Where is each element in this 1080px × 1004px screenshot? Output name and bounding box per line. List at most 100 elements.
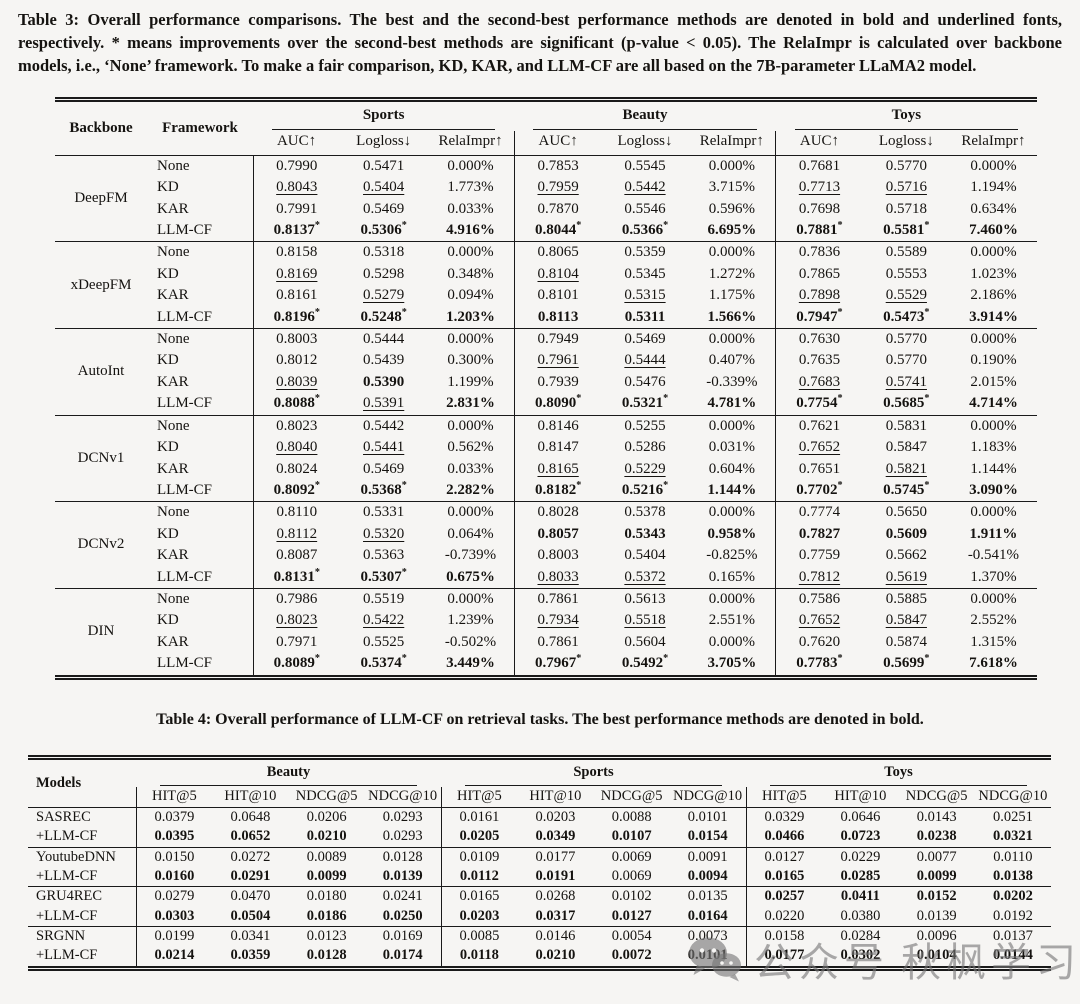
table-cell: 1.911% xyxy=(969,525,1018,542)
table-cell: 2.551% xyxy=(708,612,755,629)
table-cell: 0.5469 xyxy=(363,460,405,477)
table-cell: 0.7934 xyxy=(513,610,602,632)
table-cell: 0.7713 xyxy=(775,177,863,199)
table-cell: 0.7836 xyxy=(775,241,863,264)
table-cell: 0.0302 xyxy=(840,947,881,964)
table-cell: 0.5286 xyxy=(624,439,666,456)
t3-framework-cell: KAR xyxy=(157,200,189,217)
table-cell: 0.7651 xyxy=(775,458,863,480)
table-cell: 0.0293 xyxy=(364,827,441,848)
table-row: LLM-CF 0.8131* 0.5307* 0.675% 0.8033 0.5372 0.… xyxy=(55,566,1037,589)
table-cell: 0.0210 xyxy=(535,947,576,964)
table-cell: 0.0251 xyxy=(992,809,1033,826)
table-cell: 0.000% xyxy=(970,244,1017,261)
table-cell: 0.7898 xyxy=(775,285,863,307)
table-cell: 0.7774 xyxy=(775,501,863,524)
table-cell: 0.5331 xyxy=(363,504,405,521)
table3-caption: Table 3: Overall performance comparisons… xyxy=(18,10,1062,75)
table4-grid: Models Beauty Sports Toys HIT@5 HIT@10 NDCG@5 N… xyxy=(28,754,1051,971)
table-cell: 0.0203 xyxy=(440,906,518,927)
table-cell: 0.5391 xyxy=(340,393,428,416)
table-cell: 0.8039 xyxy=(252,371,341,394)
table-row: LLM-CF 0.8092* 0.5368* 2.282% 0.8182* 0.5216*… xyxy=(55,479,1037,503)
t3-backbone-cell: AutoInt xyxy=(55,328,147,416)
table-cell: 0.0161 xyxy=(440,807,518,828)
table-cell: 1.272% xyxy=(708,265,755,282)
table-cell: 0.0107 xyxy=(593,827,670,848)
table-cell: 0.7754* xyxy=(775,393,863,416)
t3-metric-header: RelaImpr↑ xyxy=(949,131,1037,156)
table-cell: 0.0139 xyxy=(364,867,441,888)
table-cell: 0.5320 xyxy=(363,525,405,542)
t3-group-beauty: Beauty xyxy=(514,100,775,132)
table-cell: 0.7683 xyxy=(775,371,863,394)
table-cell: 0.0284 xyxy=(840,927,881,944)
table-cell: 3.715% xyxy=(708,179,755,196)
table-cell: 0.7947* xyxy=(775,306,863,330)
table-cell: 0.0165 xyxy=(440,886,518,907)
table-cell: 0.5529 xyxy=(885,287,927,304)
table-cell: 0.5545 xyxy=(624,157,666,174)
table-cell: 0.0127 xyxy=(593,906,670,927)
table-cell: 0.7635 xyxy=(775,350,863,372)
t3-framework-cell: KD xyxy=(157,265,179,282)
t3-framework-cell: None xyxy=(157,590,190,607)
table-cell: 0.5741 xyxy=(885,373,927,390)
table-row: DIN None 0.7986 0.5519 0.000% 0.7861 0.5613 0.0… xyxy=(55,588,1037,639)
table-cell: 0.7621 xyxy=(775,415,863,438)
table-cell: 0.5311 xyxy=(601,306,689,330)
table-cell: 0.0101 xyxy=(687,809,728,826)
table-cell: 0.8003 xyxy=(252,328,341,351)
table-cell: 0.7971 xyxy=(252,631,341,654)
table-cell: 0.5847 xyxy=(885,439,927,456)
table-cell: 0.0128 xyxy=(306,947,347,964)
table-cell: 0.5831 xyxy=(885,417,927,434)
table4-header: Models Beauty Sports Toys HIT@5 HIT@10 NDCG@5 N… xyxy=(28,757,1051,809)
table-cell: 0.5390 xyxy=(363,373,405,390)
table-cell: 0.5613 xyxy=(624,590,666,607)
table-cell: 0.958% xyxy=(707,525,757,542)
table-cell: 1.203% xyxy=(427,306,515,330)
table-cell: 0.0341 xyxy=(230,927,271,944)
table-cell: 0.000% xyxy=(970,504,1017,521)
table-row: KD 0.8112 0.5320 0.064% 0.8057 0.5343 0.958% 0.… xyxy=(55,523,1037,546)
t3-framework-cell: KAR xyxy=(157,460,189,477)
table-cell: 0.0089 xyxy=(306,848,347,865)
table-cell: 0.5248* xyxy=(340,306,428,330)
table-cell: 3.914% xyxy=(949,306,1037,330)
table-cell: 3.090% xyxy=(949,479,1037,503)
t4-metric-header: HIT@10 xyxy=(822,786,899,809)
t4-group-beauty: Beauty xyxy=(136,757,441,787)
table-cell: 0.0349 xyxy=(517,827,594,848)
table-cell: 0.7881* xyxy=(775,220,863,243)
table-cell: 0.5404 xyxy=(624,547,666,564)
table-cell: 0.0101 xyxy=(687,947,728,964)
table-cell: 0.8012 xyxy=(252,350,341,372)
table-cell: 0.5471 xyxy=(363,157,405,174)
table-cell: 0.0206 xyxy=(306,809,347,826)
table-cell: 0.0102 xyxy=(611,888,652,905)
table-cell: 0.0099 xyxy=(898,867,975,888)
t4-metric-header: HIT@5 xyxy=(440,786,518,809)
table-cell: 0.7698 xyxy=(775,198,863,221)
table-cell: 0.8196* xyxy=(252,306,341,330)
t3-framework-cell: LLM-CF xyxy=(147,306,253,330)
t3-framework-cell: KAR xyxy=(157,373,189,390)
table-cell: 0.8146 xyxy=(513,415,602,438)
table-cell: 2.186% xyxy=(970,287,1017,304)
table4: Models Beauty Sports Toys HIT@5 HIT@10 NDCG@5 N… xyxy=(28,754,1051,971)
table-cell: 0.5439 xyxy=(363,352,405,369)
t4-model-cell: YoutubeDNN xyxy=(36,848,116,865)
table-row: LLM-CF 0.8089* 0.5374* 3.449% 0.7967* 0.5492*… xyxy=(55,653,1037,678)
table-cell: 0.0466 xyxy=(745,827,823,848)
table-cell: 0.000% xyxy=(708,331,755,348)
table-cell: 0.0137 xyxy=(992,927,1033,944)
table-cell: 0.0096 xyxy=(916,927,957,944)
table-cell: 0.0077 xyxy=(916,848,957,865)
table-cell: 0.5716 xyxy=(885,179,927,196)
t3-framework-cell: KAR xyxy=(157,287,189,304)
table-cell: 0.0470 xyxy=(230,888,271,905)
table-cell: 0.7990 xyxy=(252,155,341,178)
table-cell: 0.0109 xyxy=(440,847,518,868)
t4-metric-header: NDCG@10 xyxy=(974,786,1051,809)
